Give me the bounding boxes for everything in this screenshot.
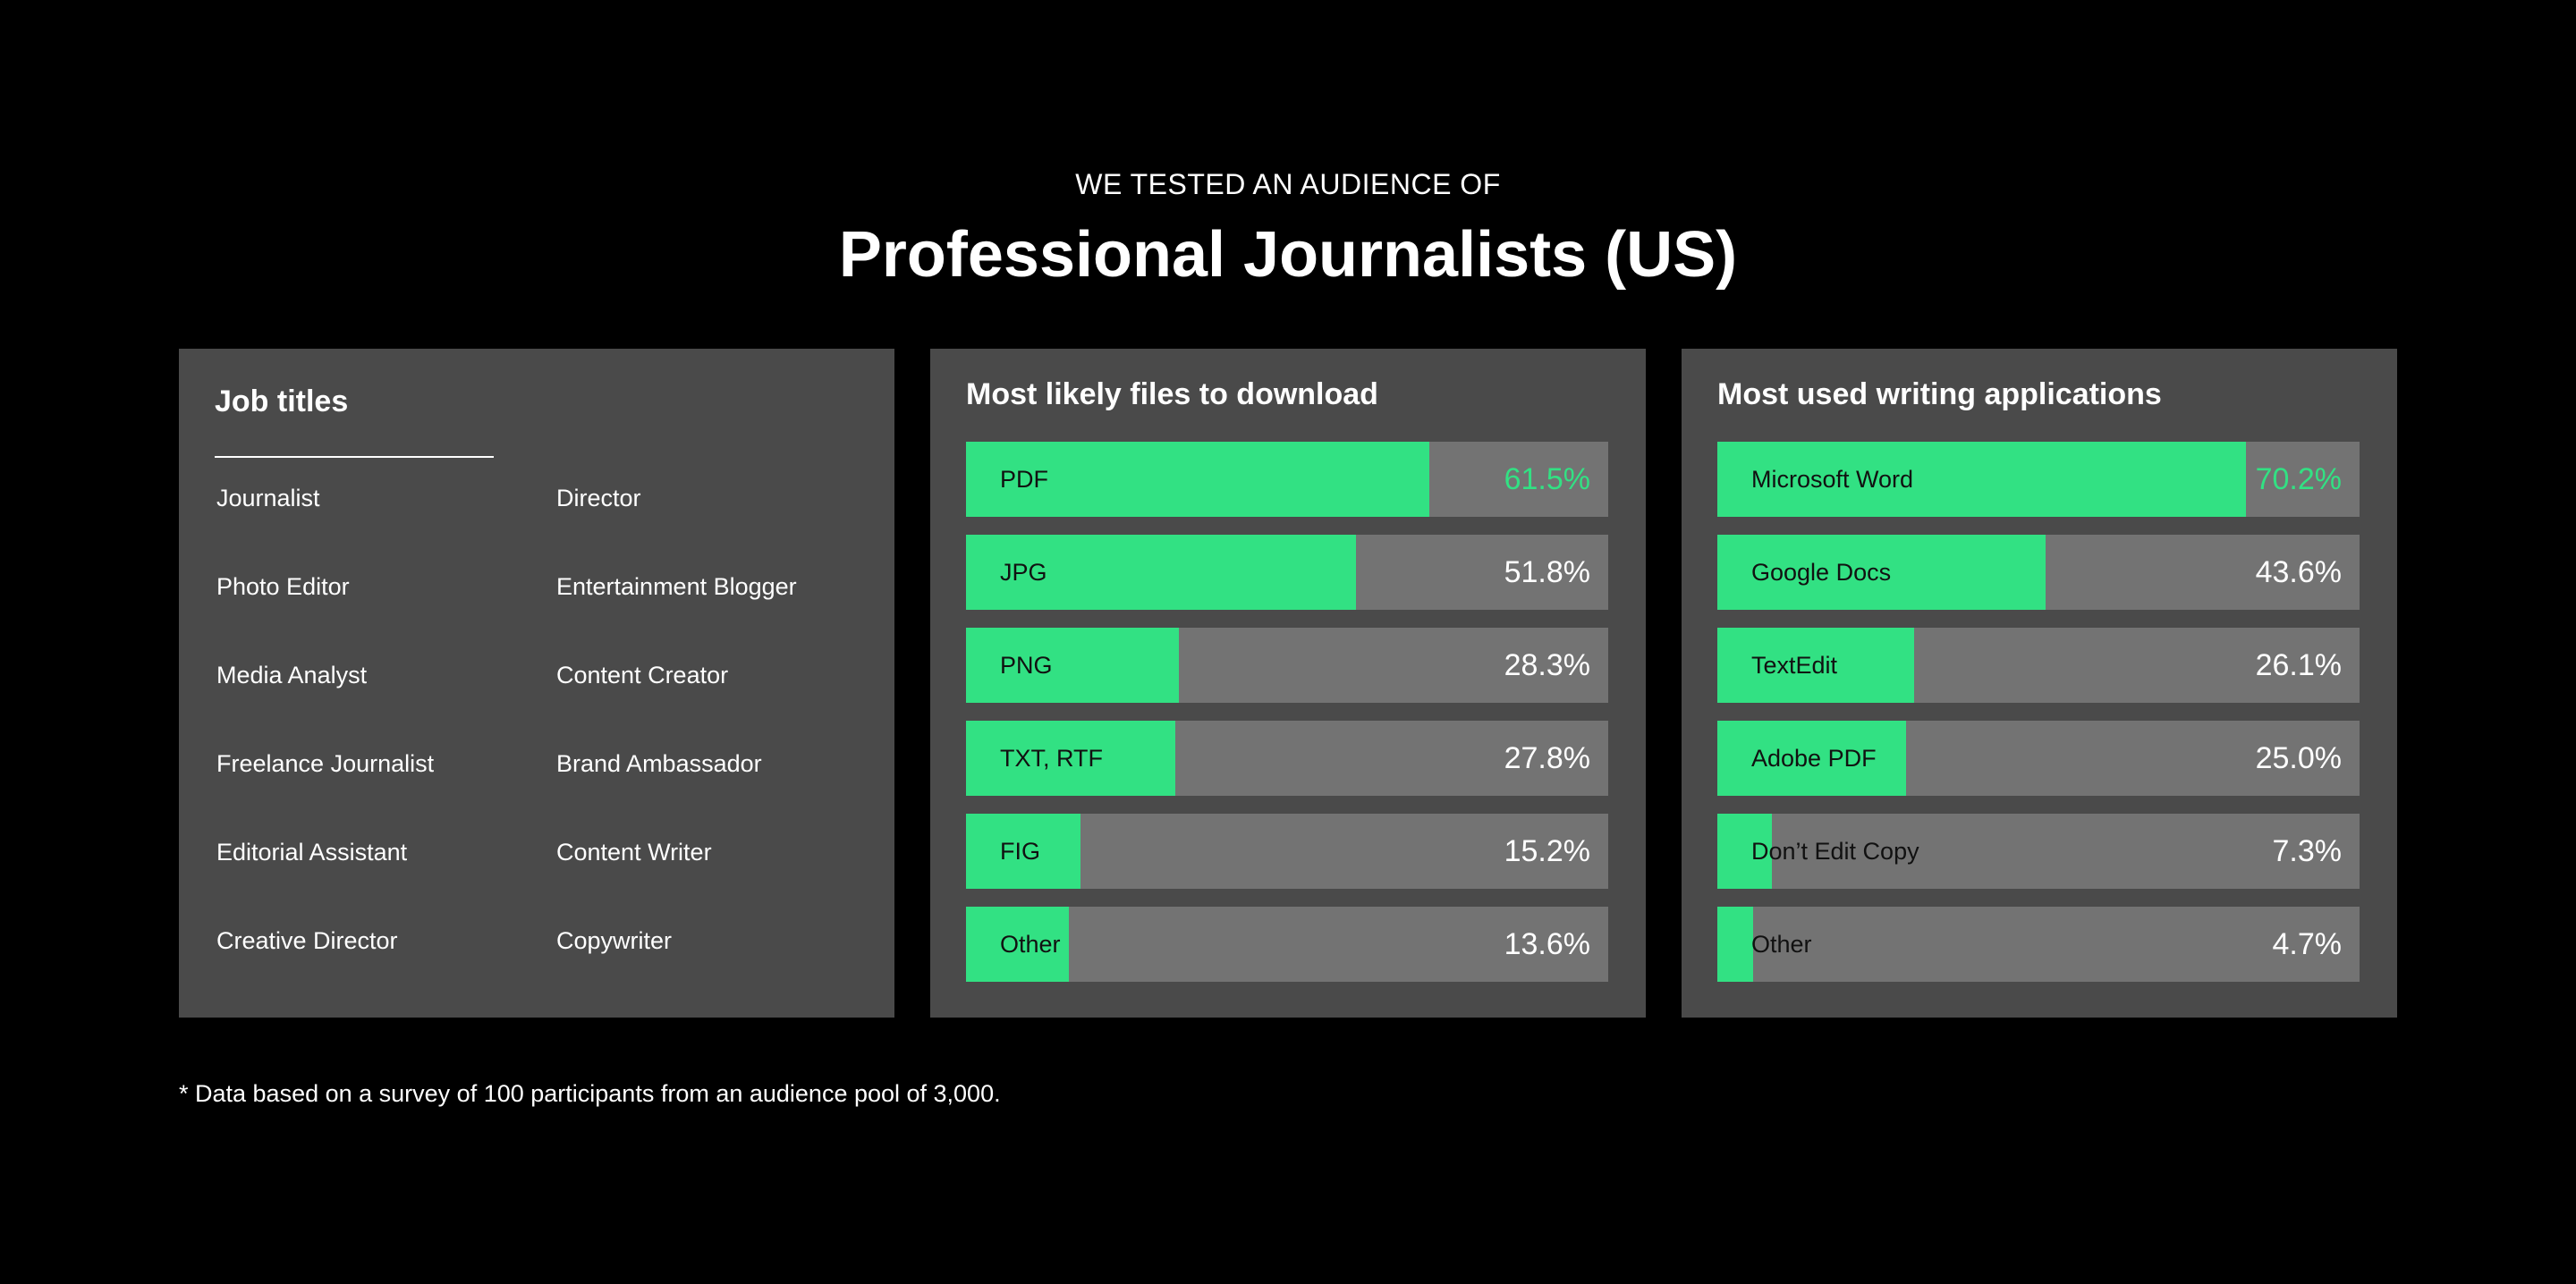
bar-value-label: 70.2% xyxy=(2255,462,2342,496)
bar-row: TXT, RTF 27.8% xyxy=(966,721,1608,796)
job-title-item: Creative Director xyxy=(216,927,398,954)
bar xyxy=(966,814,1080,889)
job-title-item: Content Writer xyxy=(556,839,712,866)
files-download-panel: Most likely files to download PDF 61.5% JP… xyxy=(930,349,1646,1018)
bar xyxy=(1717,628,1914,703)
bar-category-label: Adobe PDF xyxy=(1751,745,1877,772)
bar-category-label: Microsoft Word xyxy=(1751,466,1914,493)
bar-category-label: TextEdit xyxy=(1751,652,1838,679)
page-title: Professional Journalists (US) xyxy=(838,219,1738,291)
bar-row: Adobe PDF 25.0% xyxy=(1717,721,2360,796)
writing-apps-panel: Most used writing applications Microsoft… xyxy=(1682,349,2397,1018)
bar-category-label: PDF xyxy=(1000,466,1048,493)
job-title-item: Editorial Assistant xyxy=(216,839,408,866)
bar xyxy=(966,535,1356,610)
bar xyxy=(1717,721,1906,796)
job-title-item: Journalist xyxy=(216,485,320,511)
job-titles-heading: Job titles xyxy=(215,384,349,418)
job-title-item: Freelance Journalist xyxy=(216,750,435,777)
bar-row: TextEdit 26.1% xyxy=(1717,628,2360,703)
bar-row: Other 4.7% xyxy=(1717,907,2360,982)
bar-category-label: FIG xyxy=(1000,838,1040,865)
bar-value-label: 27.8% xyxy=(1504,741,1590,775)
bar-category-label: Google Docs xyxy=(1751,559,1892,586)
bar-row: Google Docs 43.6% xyxy=(1717,535,2360,610)
job-titles-list: Journalist Director Photo Editor Entertainm… xyxy=(216,483,860,1014)
survey-footnote: * Data based on a survey of 100 particip… xyxy=(179,1080,1001,1107)
bar xyxy=(1717,907,1753,982)
bar-category-label: PNG xyxy=(1000,652,1053,679)
page-subtitle: WE TESTED AN AUDIENCE OF xyxy=(1075,168,1501,200)
bar-value-label: 7.3% xyxy=(2272,834,2343,868)
job-title-item: Media Analyst xyxy=(216,662,368,688)
bar xyxy=(1717,814,1772,889)
bar-category-label: Don’t Edit Copy xyxy=(1751,838,1919,865)
bar-row: FIG 15.2% xyxy=(966,814,1608,889)
apps-bar-chart: Microsoft Word 70.2% Google Docs 43.6% TextE… xyxy=(1717,442,2360,1000)
job-title-item: Content Creator xyxy=(556,662,729,688)
bar-category-label: Other xyxy=(1751,931,1812,958)
job-title-item: Photo Editor xyxy=(216,573,350,600)
bar-row: Don’t Edit Copy 7.3% xyxy=(1717,814,2360,889)
bar-row: JPG 51.8% xyxy=(966,535,1608,610)
bar xyxy=(966,721,1175,796)
bar xyxy=(1717,535,2046,610)
heading-underline xyxy=(215,456,494,458)
bar-value-label: 43.6% xyxy=(2255,555,2342,589)
bar-row: Other 13.6% xyxy=(966,907,1608,982)
bar xyxy=(1717,442,2246,517)
job-title-item: Director xyxy=(556,485,641,511)
bar-category-label: TXT, RTF xyxy=(1000,745,1104,772)
bar xyxy=(966,442,1429,517)
bar-value-label: 26.1% xyxy=(2255,648,2342,682)
apps-chart-title: Most used writing applications xyxy=(1717,377,2162,411)
files-bar-chart: PDF 61.5% JPG 51.8% PNG 28.3% TXT, RTF 27.8% FIG… xyxy=(966,442,1608,1000)
files-chart-title: Most likely files to download xyxy=(966,377,1378,411)
bar-row: PDF 61.5% xyxy=(966,442,1608,517)
bar-value-label: 28.3% xyxy=(1504,648,1590,682)
bar-value-label: 51.8% xyxy=(1504,555,1590,589)
bar-row: PNG 28.3% xyxy=(966,628,1608,703)
job-title-item: Copywriter xyxy=(556,927,673,954)
bar-value-label: 13.6% xyxy=(1504,927,1590,961)
bar-value-label: 61.5% xyxy=(1504,462,1590,496)
job-titles-panel: Job titles Journalist Director Photo Edito… xyxy=(179,349,894,1018)
bar-value-label: 25.0% xyxy=(2255,741,2342,775)
job-title-item: Brand Ambassador xyxy=(556,750,762,777)
job-title-item: Entertainment Blogger xyxy=(556,573,797,600)
bar-row: Microsoft Word 70.2% xyxy=(1717,442,2360,517)
bar-category-label: JPG xyxy=(1000,559,1047,586)
bar xyxy=(966,628,1179,703)
bar-value-label: 4.7% xyxy=(2272,927,2343,961)
bar-value-label: 15.2% xyxy=(1504,834,1590,868)
bar xyxy=(966,907,1069,982)
bar-category-label: Other xyxy=(1000,931,1061,958)
